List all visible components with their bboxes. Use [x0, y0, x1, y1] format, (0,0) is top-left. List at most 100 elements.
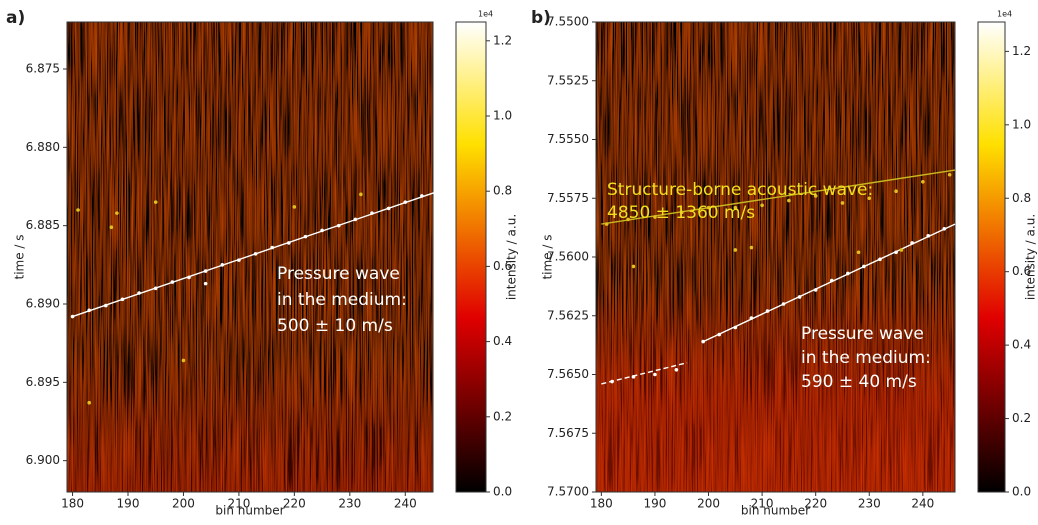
annotation: 500 ± 10 m/s — [277, 316, 393, 336]
annotation: Structure-borne acoustic wave: — [607, 180, 873, 200]
data-point — [653, 215, 657, 219]
y-tick-label: 6.895 — [26, 375, 60, 389]
panel-label: a) — [6, 8, 25, 28]
colorbar-tick-label: 0.8 — [493, 184, 512, 198]
x-tick-label: 180 — [590, 497, 613, 511]
fit-line — [601, 362, 688, 385]
data-point — [170, 280, 175, 284]
y-tick-label: 7.5675 — [547, 426, 589, 440]
colorbar-tick-label: 0.4 — [1012, 338, 1031, 352]
colorbar-tick-label: 0.6 — [1012, 264, 1031, 278]
data-point — [765, 309, 770, 313]
colorbar-tick-label: 0.0 — [1012, 485, 1031, 499]
colorbar — [977, 21, 1006, 493]
data-point — [87, 400, 91, 405]
data-point — [70, 314, 75, 319]
colorbar-label: intensity / a.u. — [1024, 214, 1038, 300]
colorbar-multiplier: 1e4 — [478, 10, 493, 19]
data-point — [749, 316, 754, 320]
y-tick-label: 6.900 — [26, 453, 60, 467]
y-tick-label: 6.880 — [26, 140, 60, 154]
data-point — [220, 263, 225, 267]
data-point — [921, 180, 925, 184]
x-axis-label: bin number — [741, 504, 810, 518]
y-tick-label: 7.5500 — [547, 15, 589, 29]
data-point — [359, 192, 363, 197]
data-point — [353, 217, 358, 222]
data-point — [403, 200, 408, 204]
data-point — [370, 211, 374, 215]
data-point — [781, 302, 786, 306]
data-point — [926, 234, 931, 238]
data-point — [813, 288, 818, 292]
data-point — [320, 228, 324, 233]
data-point — [153, 286, 158, 291]
data-point — [631, 375, 636, 379]
data-point — [626, 217, 630, 222]
x-tick-label: 220 — [283, 497, 306, 511]
x-tick-label: 240 — [911, 497, 934, 511]
data-point — [899, 248, 904, 252]
data-point — [109, 225, 114, 230]
heatmap-glow — [67, 22, 433, 492]
data-point — [270, 245, 274, 250]
annotation: in the medium: — [277, 290, 407, 310]
data-point — [862, 264, 866, 269]
colorbar-tick-label: 1.2 — [1012, 44, 1031, 58]
y-tick-label: 7.5700 — [547, 485, 589, 499]
x-tick-label: 200 — [697, 497, 720, 511]
data-point — [813, 194, 818, 198]
data-point — [867, 196, 872, 201]
colorbar-tick-label: 0.6 — [493, 259, 512, 273]
data-point — [942, 227, 947, 231]
data-point — [733, 248, 738, 252]
colorbar-tick-label: 0.0 — [493, 485, 512, 499]
data-point — [203, 269, 208, 273]
data-point — [303, 234, 308, 239]
data-point — [76, 208, 80, 212]
data-point — [104, 303, 108, 308]
data-point — [674, 368, 679, 372]
data-point — [187, 275, 191, 280]
data-point — [840, 201, 845, 205]
data-point — [878, 257, 882, 262]
y-tick-label: 6.890 — [26, 297, 60, 311]
y-tick-label: 6.885 — [26, 218, 60, 232]
annotation: 590 ± 40 m/s — [801, 372, 917, 392]
y-tick-label: 7.5550 — [547, 132, 589, 146]
data-point — [153, 200, 158, 204]
plot-frame — [66, 21, 434, 493]
x-tick-label: 240 — [394, 497, 417, 511]
colorbar-tick-label: 1.0 — [1012, 117, 1031, 131]
data-point — [87, 308, 91, 313]
data-point — [749, 245, 754, 250]
data-point — [787, 198, 791, 203]
panel-label: b) — [531, 8, 551, 28]
annotation: in the medium: — [801, 348, 931, 368]
colorbar — [455, 21, 487, 493]
y-tick-label: 7.5575 — [547, 191, 589, 205]
data-point — [436, 189, 441, 193]
colorbar-tick-label: 0.8 — [1012, 191, 1031, 205]
x-tick-label: 210 — [751, 497, 774, 511]
data-point — [894, 189, 898, 193]
data-point — [237, 258, 241, 262]
data-point — [386, 206, 391, 211]
y-tick-label: 7.5600 — [547, 250, 589, 264]
data-point — [120, 297, 125, 302]
colorbar-label: intensity / a.u. — [505, 214, 519, 300]
y-tick-label: 7.5650 — [547, 367, 589, 381]
y-tick-label: 7.5525 — [547, 73, 589, 87]
data-point — [292, 205, 297, 209]
data-point — [846, 271, 850, 276]
data-point — [181, 358, 186, 363]
x-axis-label: bin number — [215, 504, 284, 518]
data-point — [760, 203, 764, 208]
colorbar-tick-label: 0.4 — [493, 334, 512, 348]
data-point — [610, 379, 614, 384]
x-tick-label: 210 — [227, 497, 250, 511]
data-point — [910, 241, 914, 245]
data-point — [287, 241, 291, 245]
data-point — [115, 211, 119, 215]
